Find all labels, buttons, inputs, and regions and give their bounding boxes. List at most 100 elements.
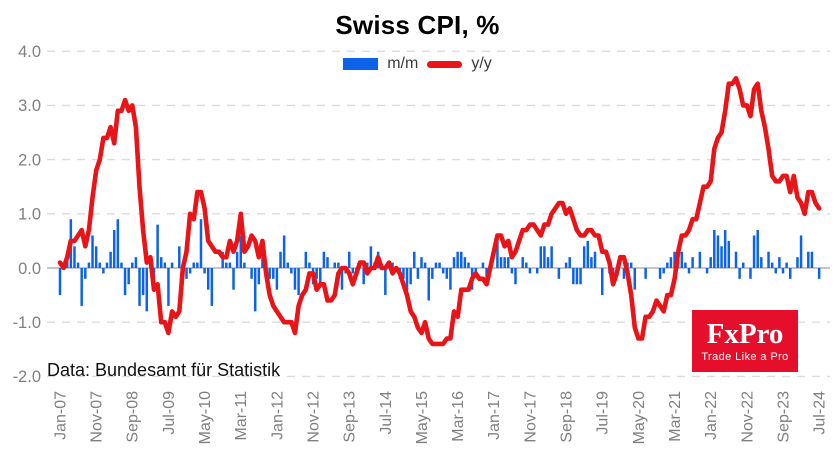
- mm-bar: [290, 268, 293, 274]
- mm-bar: [669, 257, 673, 268]
- mm-bar: [456, 251, 459, 268]
- mm-bar: [87, 262, 91, 268]
- mm-bar: [467, 262, 470, 268]
- y-tick-label: 4.0: [18, 43, 41, 61]
- mm-bar: [778, 257, 781, 268]
- mm-bar: [413, 251, 416, 268]
- mm-bar: [112, 230, 116, 268]
- mm-bar: [340, 268, 344, 290]
- mm-bar: [525, 262, 528, 268]
- mm-bar: [94, 246, 98, 268]
- data-source-note: Data: Bundesamt für Statistik: [47, 360, 281, 380]
- mm-bar: [788, 268, 792, 279]
- mm-bar: [315, 268, 318, 279]
- y-tick-label: 1.0: [18, 206, 41, 224]
- x-tick-label: Jul-19: [595, 391, 612, 435]
- mm-bar: [98, 262, 102, 268]
- mm-bar: [235, 251, 239, 268]
- mm-bar: [250, 268, 253, 279]
- mm-bar: [192, 262, 196, 268]
- mm-bar: [366, 262, 369, 268]
- mm-bar: [145, 268, 149, 312]
- mm-bar: [221, 251, 224, 268]
- mm-bar: [720, 246, 723, 268]
- legend-label-mm: m/m: [387, 55, 419, 72]
- mm-bar: [460, 251, 463, 268]
- legend-label-yy: y/y: [471, 55, 492, 72]
- mm-bar: [282, 235, 286, 268]
- mm-bar: [557, 268, 561, 279]
- mm-bar: [156, 224, 159, 268]
- mm-bar: [159, 257, 163, 268]
- mm-bar: [434, 262, 438, 268]
- mm-bar: [438, 262, 441, 268]
- mm-bar: [601, 268, 604, 296]
- mm-bar: [564, 262, 568, 268]
- mm-bar: [496, 240, 499, 268]
- chart-title: Swiss CPI, %: [335, 10, 500, 40]
- x-tick-label: Sep-08: [125, 391, 142, 443]
- mm-bar: [673, 251, 676, 268]
- x-tick-label: Jan-07: [52, 391, 69, 440]
- mm-bar: [304, 251, 308, 268]
- mm-bar: [781, 268, 785, 274]
- mm-bar: [431, 268, 434, 279]
- mm-bar: [698, 251, 702, 268]
- mm-bar: [286, 262, 289, 268]
- mm-bar: [590, 257, 593, 268]
- mm-bar: [644, 268, 647, 279]
- mm-bar: [102, 268, 105, 274]
- mm-bar: [449, 268, 452, 290]
- mm-bar: [741, 262, 745, 268]
- mm-bar: [579, 268, 582, 285]
- x-tick-label: Sep-18: [559, 391, 576, 443]
- y-tick-label: 0.0: [18, 260, 41, 278]
- mm-bar: [582, 246, 586, 268]
- mm-bar: [550, 246, 553, 268]
- mm-bar: [535, 268, 539, 274]
- mm-bar: [441, 268, 445, 274]
- mm-bar: [369, 246, 373, 268]
- mm-bar: [416, 268, 420, 279]
- mm-bar: [770, 262, 774, 268]
- mm-bar: [799, 235, 803, 268]
- x-tick-label: Jul-14: [378, 391, 395, 435]
- x-tick-label: Mar-16: [450, 391, 467, 442]
- x-tick-label: Nov-17: [522, 391, 539, 443]
- mm-bar: [427, 268, 430, 301]
- mm-bar: [452, 257, 456, 268]
- x-tick-label: May-20: [631, 391, 648, 444]
- mm-bar: [272, 268, 275, 279]
- legend-swatch-mm: [343, 58, 379, 70]
- mm-bar: [734, 251, 738, 268]
- mm-bar: [253, 268, 257, 312]
- mm-bar: [109, 251, 112, 268]
- mm-bar: [127, 268, 130, 285]
- mm-bar: [384, 268, 387, 296]
- x-tick-label: Jan-22: [703, 391, 720, 440]
- mm-bar: [633, 268, 637, 290]
- mm-bar: [239, 235, 242, 268]
- x-tick-label: May-10: [197, 391, 214, 444]
- mm-bar: [347, 251, 351, 268]
- mm-bar: [756, 230, 759, 268]
- mm-bar: [514, 268, 517, 285]
- mm-bar: [507, 257, 510, 268]
- mm-bar: [308, 262, 311, 268]
- mm-bar: [333, 262, 336, 268]
- y-tick-label: -1.0: [13, 314, 41, 332]
- mm-bar: [510, 268, 514, 274]
- mm-bar: [420, 257, 423, 268]
- mm-bar: [474, 268, 477, 274]
- mm-bar: [322, 251, 326, 268]
- mm-bar: [116, 219, 120, 268]
- mm-bar: [105, 262, 109, 268]
- mm-bar: [709, 257, 712, 268]
- mm-bar: [257, 268, 261, 285]
- mm-bar: [817, 268, 821, 279]
- mm-bar: [206, 268, 210, 290]
- mm-bar: [297, 268, 300, 296]
- mm-bar: [767, 251, 770, 268]
- mm-bar: [807, 251, 810, 268]
